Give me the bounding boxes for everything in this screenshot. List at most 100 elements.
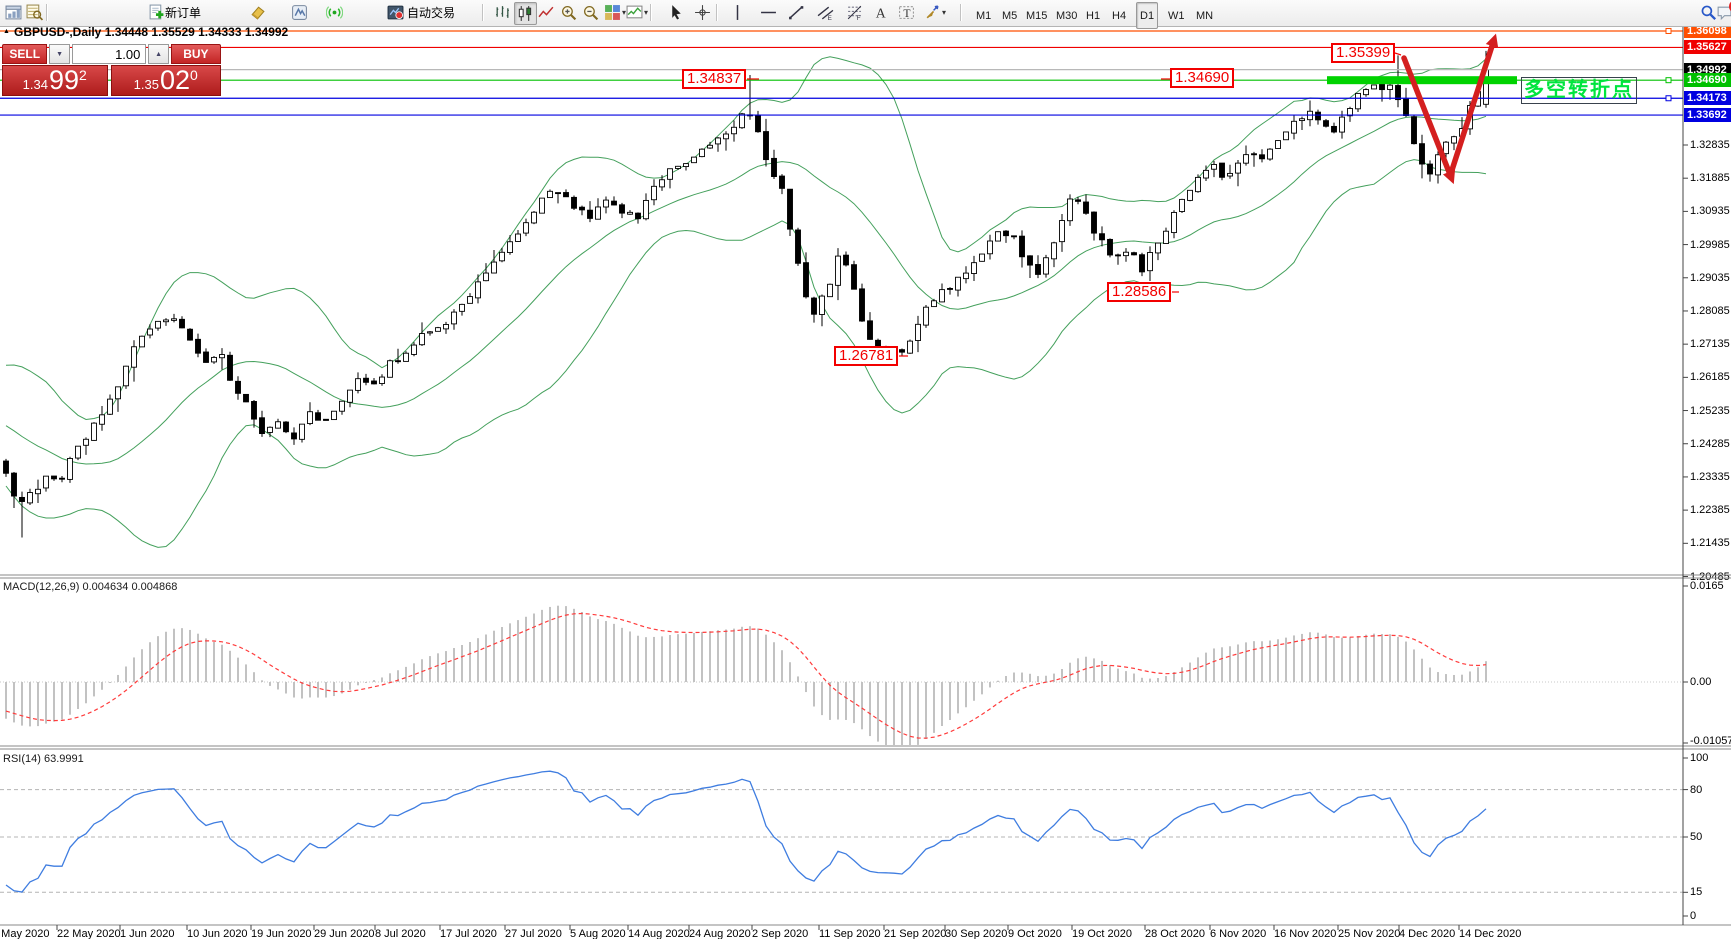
text-icon[interactable]: A bbox=[870, 2, 891, 23]
bar-chart-icon[interactable] bbox=[492, 2, 513, 23]
price-level-tag: 1.34992 bbox=[1684, 62, 1731, 77]
sell-price-display[interactable]: 1.34 99 2 bbox=[2, 65, 108, 96]
metaeditor-icon bbox=[291, 4, 308, 21]
crosshair-icon[interactable] bbox=[692, 2, 713, 23]
search-icon bbox=[1700, 4, 1717, 21]
price-tick-label: 1.29035 bbox=[1690, 271, 1730, 284]
signal-icon bbox=[326, 4, 343, 21]
tf-m15[interactable]: M15 bbox=[1026, 9, 1048, 22]
price-tick-label: 1.20485 bbox=[1690, 570, 1730, 583]
buy-price-display[interactable]: 1.35 02 0 bbox=[110, 65, 221, 96]
date-label: 22 May 2020 bbox=[57, 928, 121, 939]
tf-m1[interactable]: M1 bbox=[976, 9, 992, 22]
toolbar-separator bbox=[960, 4, 962, 21]
rsi-tick-label: 50 bbox=[1690, 831, 1703, 843]
autotrading-icon[interactable] bbox=[385, 2, 406, 23]
new-chart-icon[interactable]: ▾ bbox=[602, 2, 628, 23]
zoom-in-icon[interactable] bbox=[558, 2, 579, 23]
chart-symbol-period: GBPUSD-,Daily bbox=[14, 25, 102, 39]
candlestick-chart-icon[interactable] bbox=[514, 2, 537, 25]
cursor-icon[interactable] bbox=[666, 2, 687, 23]
volume-decrease-button[interactable]: ▼ bbox=[49, 44, 70, 64]
trendline-icon bbox=[788, 4, 805, 21]
text-annotation[interactable]: 多空转折点 bbox=[1521, 77, 1637, 104]
vertical-line-icon[interactable] bbox=[727, 2, 748, 23]
text-label-icon[interactable]: T bbox=[896, 2, 917, 23]
price-callout-label[interactable]: 1.34837 bbox=[682, 69, 747, 89]
horizontal-line-icon[interactable] bbox=[758, 2, 779, 23]
tf-d1[interactable]: D1 bbox=[1136, 2, 1159, 29]
chart-list-icon[interactable] bbox=[3, 2, 24, 23]
eraser-icon[interactable] bbox=[247, 2, 268, 23]
price-tick-label: 1.24285 bbox=[1690, 437, 1730, 450]
chevron-down-icon: ▾ bbox=[622, 8, 627, 17]
tf-m30[interactable]: M30 bbox=[1056, 9, 1078, 22]
svg-text:T: T bbox=[903, 7, 910, 20]
price-callout-label[interactable]: 1.26781 bbox=[834, 346, 899, 366]
date-label: 14 Dec 2020 bbox=[1459, 928, 1522, 939]
date-label: 14 Aug 2020 bbox=[628, 928, 690, 939]
date-label: 27 Jul 2020 bbox=[505, 928, 562, 939]
rsi-label: RSI(14) 63.9991 bbox=[3, 753, 84, 765]
autotrading-label[interactable]: 自动交易 bbox=[407, 6, 456, 20]
date-label: 21 Sep 2020 bbox=[884, 928, 947, 939]
tf-w1[interactable]: W1 bbox=[1168, 9, 1185, 22]
market-watch-icon[interactable] bbox=[24, 2, 45, 23]
tf-m5[interactable]: M5 bbox=[1002, 9, 1018, 22]
rsi-tick-label: 0 bbox=[1690, 910, 1697, 922]
channel-icon[interactable]: E bbox=[815, 2, 836, 23]
tf-h4[interactable]: H4 bbox=[1112, 9, 1127, 22]
new-order-icon[interactable] bbox=[146, 2, 167, 23]
price-tick-label: 1.25235 bbox=[1690, 404, 1730, 417]
date-label: 17 Jul 2020 bbox=[440, 928, 497, 939]
zoom-out-icon[interactable] bbox=[580, 2, 601, 23]
fibonacci-icon[interactable]: F bbox=[844, 2, 865, 23]
volume-input[interactable]: 1.00 bbox=[71, 44, 147, 64]
sell-price-prefix: 1.34 bbox=[22, 77, 48, 92]
buy-button[interactable]: BUY bbox=[170, 44, 222, 64]
date-label: 8 May 2020 bbox=[0, 928, 50, 939]
price-level-tag: 1.34690 bbox=[1684, 73, 1731, 88]
macd-tick-label: 0.0165 bbox=[1690, 580, 1724, 592]
macd-signal-line bbox=[5, 612, 1487, 739]
volume-increase-button[interactable]: ▲ bbox=[148, 44, 169, 64]
price-callout-label[interactable]: 1.34690 bbox=[1170, 68, 1235, 88]
rsi-tick-label: 100 bbox=[1690, 752, 1709, 764]
rsi-tick-label: 15 bbox=[1690, 886, 1703, 899]
price-callout-label[interactable]: 1.35399 bbox=[1331, 43, 1396, 63]
date-label: 8 Jul 2020 bbox=[375, 928, 426, 939]
date-label: 28 Oct 2020 bbox=[1145, 928, 1205, 939]
date-label: 5 Aug 2020 bbox=[570, 928, 626, 939]
chart-ohlc-values: 1.34448 1.35529 1.34333 1.34992 bbox=[104, 25, 289, 39]
search-icon[interactable] bbox=[1698, 2, 1719, 23]
signal-icon[interactable] bbox=[324, 2, 345, 23]
sell-button[interactable]: SELL bbox=[2, 44, 48, 64]
trend-arrows[interactable] bbox=[747, 33, 1499, 357]
horizontal-levels[interactable] bbox=[0, 27, 1683, 116]
support-highlight-bar[interactable] bbox=[1327, 76, 1517, 85]
tf-mn[interactable]: MN bbox=[1196, 9, 1214, 22]
new-order-label[interactable]: 新订单 bbox=[165, 6, 202, 20]
metaeditor-icon[interactable] bbox=[289, 2, 310, 23]
price-tick-label: 1.26185 bbox=[1690, 371, 1730, 384]
line-chart-icon[interactable] bbox=[536, 2, 557, 23]
arrows-icon[interactable]: ▾ bbox=[922, 2, 948, 23]
chevron-down-icon: ▾ bbox=[942, 8, 947, 17]
date-label: 19 Jun 2020 bbox=[251, 928, 312, 939]
profiles-icon[interactable]: ▾ bbox=[624, 2, 650, 23]
buy-price-pip: 0 bbox=[190, 67, 198, 83]
chat-icon[interactable]: 1 bbox=[1714, 0, 1731, 23]
price-callout-label[interactable]: 1.28586 bbox=[1107, 282, 1172, 302]
sell-price-digits: 99 bbox=[48, 65, 80, 95]
date-label: 29 Jun 2020 bbox=[314, 928, 375, 939]
price-tick-label: 1.32835 bbox=[1690, 139, 1730, 151]
tf-h1[interactable]: H1 bbox=[1086, 9, 1101, 22]
market-watch-icon bbox=[26, 4, 43, 21]
cursor-icon bbox=[668, 4, 685, 21]
eraser-icon bbox=[249, 4, 266, 21]
price-tick-label: 1.28085 bbox=[1690, 304, 1730, 317]
trendline-icon[interactable] bbox=[786, 2, 807, 23]
rsi-tick-label: 80 bbox=[1690, 783, 1703, 796]
date-label: 9 Oct 2020 bbox=[1008, 928, 1062, 939]
